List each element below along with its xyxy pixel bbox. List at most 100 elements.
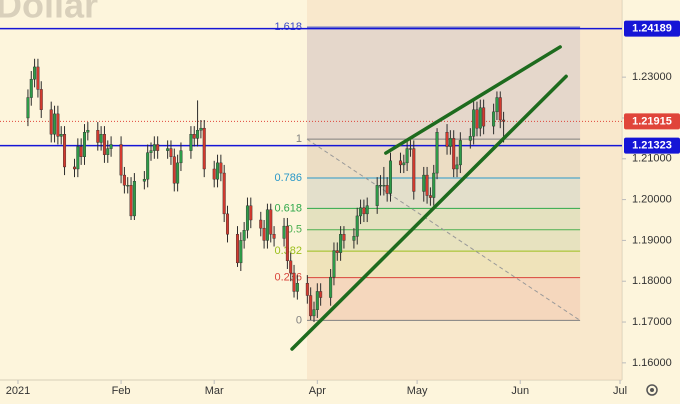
candle-body [235,234,239,264]
candle-body [385,185,389,194]
candle-body [176,162,180,184]
candle-body [53,113,57,135]
candle-body [388,160,392,194]
price-label: 1.21323 [632,139,672,151]
candle-body [26,97,30,119]
fib-zone [307,251,581,278]
fib-zone [307,208,581,230]
candle-body [132,181,136,217]
fib-label: 0.618 [274,202,302,214]
candle-body [179,150,183,164]
x-tick-label: 2021 [6,385,30,397]
candle-body [102,134,106,155]
candle-body [448,138,452,147]
candle-body [172,156,176,184]
candle-body [196,130,200,139]
y-tick-label: 1.18000 [632,275,672,287]
candle-body [156,144,160,151]
candle-body [245,205,249,231]
candle-body [355,215,359,237]
candle-body [226,213,230,235]
fib-label: 0.5 [287,224,302,236]
price-label-box [624,113,680,130]
candle-body [39,89,43,110]
candle-body [212,168,216,180]
candle-body [152,144,156,151]
candle-body [146,152,150,180]
x-tick-label: Apr [309,385,326,397]
candle-body [422,174,426,192]
candle-body [199,127,203,131]
y-tick-label: 1.19000 [632,234,672,246]
candle-body [86,130,90,133]
candle-body [319,291,323,298]
candle-body [189,134,193,151]
fib-zone [307,277,581,321]
candle-body [269,209,273,235]
candle-body [492,111,496,127]
x-tick-label: Jun [511,385,529,397]
candle-body [312,309,316,317]
x-tick-label: May [407,385,428,397]
y-tick-label: 1.20000 [632,193,672,205]
fib-trend [306,138,581,321]
y-tick-label: 1.16000 [632,357,672,369]
y-tick-label: 1.17000 [632,316,672,328]
fib-label: 1.618 [274,21,302,33]
candle-body [309,295,313,317]
candle-body [166,148,170,151]
candle-body [412,148,416,192]
candle-body [398,160,402,166]
candle-body [339,234,343,253]
y-tick-label: 1.23000 [632,71,672,83]
fib-label: 0.236 [274,272,302,284]
candle-body [432,172,436,198]
x-tick-label: Feb [112,385,131,397]
candle-body [468,136,472,141]
fib-zone [307,229,581,252]
candle-body [482,107,486,127]
y-tick-label: 1.21000 [632,153,672,165]
candle-body [305,283,309,296]
candle-body [249,205,253,221]
candle-body [362,207,366,215]
candle-body [73,166,77,170]
trend-line [384,45,562,155]
candle-body [329,276,333,298]
candle-body [59,134,63,137]
candle-body [56,113,60,137]
candle-body [282,225,286,239]
candle-body [239,240,243,264]
candle-body [402,162,406,166]
candle-body [219,162,223,174]
candle-body [435,132,439,174]
settings-icon[interactable] [646,384,658,396]
candle-body [96,130,100,143]
candle-body [295,283,299,292]
candle-body [478,107,482,129]
candle-body [109,144,113,149]
candle-body [202,127,206,170]
fib-label: 1 [296,133,302,145]
candle-body [99,134,103,143]
candle-body [335,250,339,253]
fib-zone [307,177,581,209]
trend-line [290,74,568,351]
candle-body [502,119,506,122]
candle-body [106,148,110,155]
candle-body [359,207,363,217]
candle-body [49,109,53,135]
fib-zone [307,27,581,140]
candle-body [365,205,369,215]
candle-body [289,260,293,274]
fib-label: 0.786 [274,172,302,184]
candle-body [63,134,67,168]
candle-body [382,185,386,187]
candle-body [259,219,263,229]
candle-body [33,66,37,80]
candle-body [425,174,429,196]
candle-body [222,172,226,215]
candle-body [36,66,40,90]
candle-body [408,148,412,150]
